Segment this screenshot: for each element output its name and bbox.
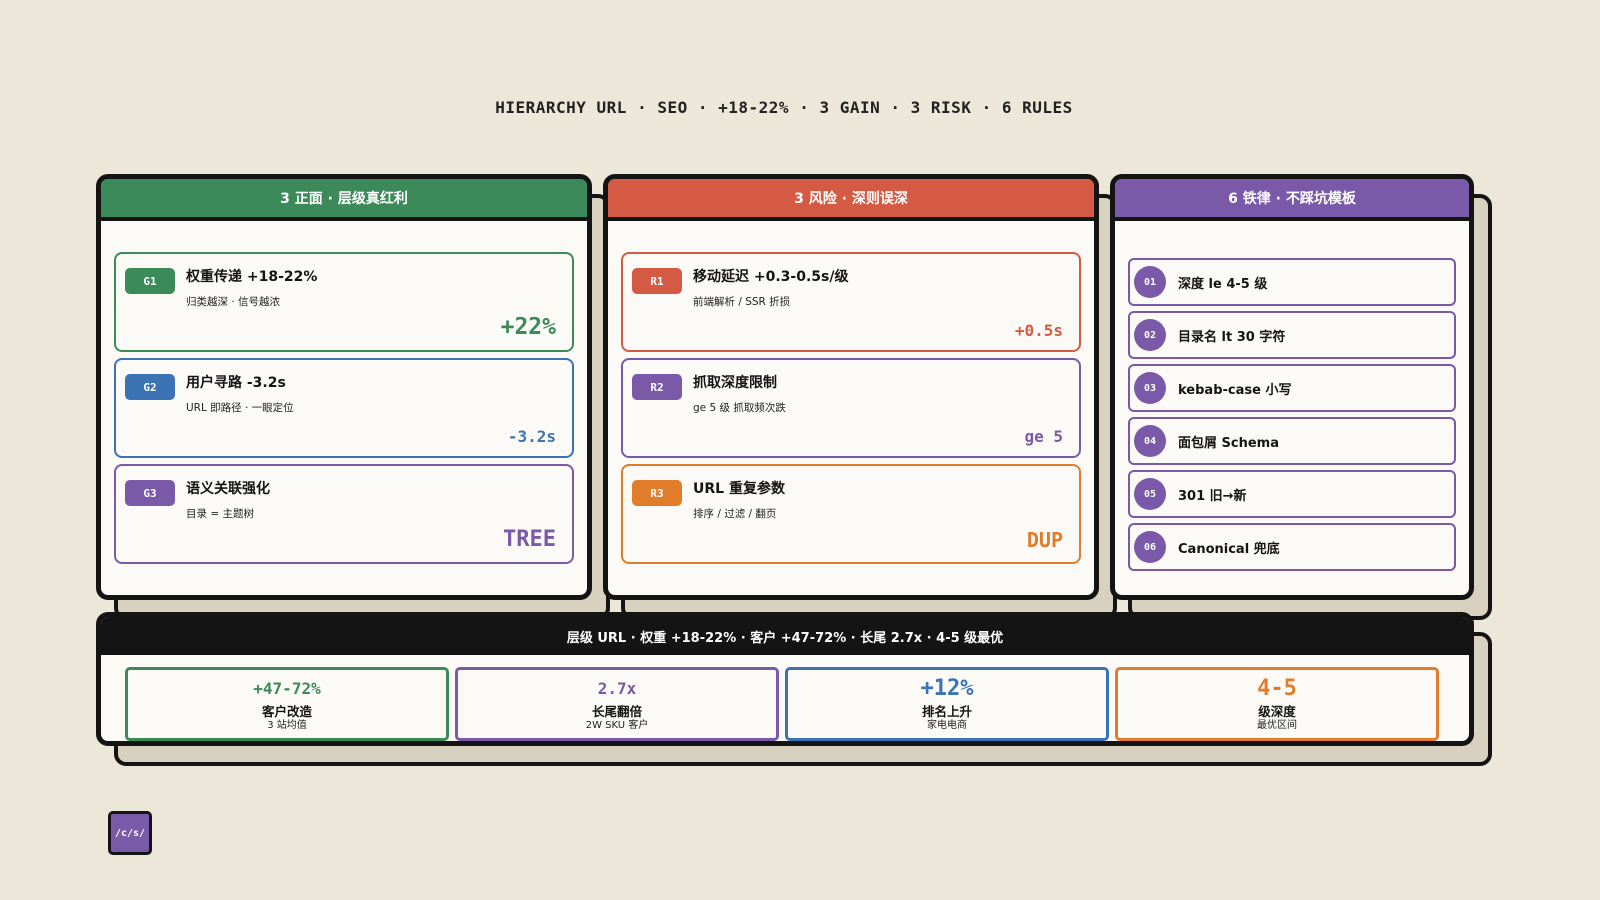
gain-card-g3: G3 语义关联强化 目录 = 主题树 TREE	[114, 464, 574, 564]
stat-longtail: 2.7x 长尾翻倍 2W SKU 客户	[455, 667, 779, 741]
rule-item: 02 目录名 lt 30 字符	[1128, 311, 1456, 359]
risk-badge: R1	[632, 268, 682, 294]
gain-metric: +22%	[500, 314, 556, 340]
stat-sub: 家电电商	[927, 720, 967, 731]
risk-subtitle: ge 5 级 抓取频次跌	[693, 402, 786, 414]
stat-sub: 3 站均值	[267, 720, 307, 731]
stat-value: +12%	[920, 676, 974, 701]
rule-number: 05	[1134, 478, 1166, 510]
gain-title: 用户寻路 -3.2s	[186, 375, 286, 391]
rule-text: 深度 le 4-5 级	[1178, 276, 1268, 292]
stat-label: 排名上升	[921, 704, 972, 719]
stat-sub: 最优区间	[1257, 720, 1297, 731]
summary-header: 层级 URL · 权重 +18-22% · 客户 +47-72% · 长尾 2.…	[101, 617, 1469, 655]
gain-metric: TREE	[503, 527, 556, 552]
gain-title: 权重传递 +18-22%	[186, 269, 318, 285]
rule-item: 06 Canonical 兜底	[1128, 523, 1456, 571]
summary-panel: 层级 URL · 权重 +18-22% · 客户 +47-72% · 长尾 2.…	[96, 612, 1492, 766]
rule-text: Canonical 兜底	[1178, 541, 1280, 557]
stat-label: 级深度	[1258, 704, 1296, 719]
logo-badge: /c/s/	[108, 811, 152, 855]
gain-subtitle: URL 即路径 · 一眼定位	[186, 402, 294, 414]
stat-ranking: +12% 排名上升 家电电商	[785, 667, 1109, 741]
rule-number: 03	[1134, 372, 1166, 404]
headline: HIERARCHY URL · SEO · +18-22% · 3 GAIN ·…	[495, 98, 1073, 117]
stat-depth: 4-5 级深度 最优区间	[1115, 667, 1439, 741]
risk-metric: +0.5s	[1014, 321, 1063, 340]
gain-card-g2: G2 用户寻路 -3.2s URL 即路径 · 一眼定位 -3.2s	[114, 358, 574, 458]
rule-number: 04	[1134, 425, 1166, 457]
stat-value: +47-72%	[253, 679, 321, 698]
risk-title: 抓取深度限制	[693, 375, 777, 391]
rule-text: 目录名 lt 30 字符	[1178, 329, 1286, 345]
rule-text: 面包屑 Schema	[1178, 435, 1279, 451]
gain-subtitle: 归类越深 · 信号越浓	[186, 296, 281, 308]
rule-text: 301 旧→新	[1178, 488, 1247, 504]
rule-number: 01	[1134, 266, 1166, 298]
risks-panel: 3 风险 · 深则误深 R1 移动延迟 +0.3-0.5s/级 前端解析 / S…	[603, 174, 1117, 620]
rule-text: kebab-case 小写	[1178, 382, 1292, 398]
gains-panel: 3 正面 · 层级真红利 G1 权重传递 +18-22% 归类越深 · 信号越浓…	[96, 174, 610, 620]
rule-number: 06	[1134, 531, 1166, 563]
gains-header: 3 正面 · 层级真红利	[101, 179, 587, 221]
stat-value: 2.7x	[597, 679, 637, 698]
stat-sub: 2W SKU 客户	[585, 720, 649, 731]
risks-header: 3 风险 · 深则误深	[608, 179, 1094, 221]
rules-panel: 6 铁律 · 不踩坑模板 01 深度 le 4-5 级 02 目录名 lt 30…	[1110, 174, 1492, 620]
gain-badge: G3	[125, 480, 175, 506]
gain-subtitle: 目录 = 主题树	[186, 508, 254, 520]
risk-subtitle: 排序 / 过滤 / 翻页	[693, 508, 777, 520]
risk-title: 移动延迟 +0.3-0.5s/级	[693, 269, 849, 285]
gain-card-g1: G1 权重传递 +18-22% 归类越深 · 信号越浓 +22%	[114, 252, 574, 352]
risk-card-r3: R3 URL 重复参数 排序 / 过滤 / 翻页 DUP	[621, 464, 1081, 564]
rule-item: 04 面包屑 Schema	[1128, 417, 1456, 465]
rule-item: 05 301 旧→新	[1128, 470, 1456, 518]
rules-header: 6 铁律 · 不踩坑模板	[1115, 179, 1469, 221]
risk-badge: R3	[632, 480, 682, 506]
risk-card-r1: R1 移动延迟 +0.3-0.5s/级 前端解析 / SSR 折损 +0.5s	[621, 252, 1081, 352]
gain-badge: G2	[125, 374, 175, 400]
stat-customer: +47-72% 客户改造 3 站均值	[125, 667, 449, 741]
rule-item: 03 kebab-case 小写	[1128, 364, 1456, 412]
stat-label: 长尾翻倍	[591, 704, 642, 719]
gain-metric: -3.2s	[507, 427, 556, 446]
risk-subtitle: 前端解析 / SSR 折损	[693, 296, 791, 308]
risk-metric: DUP	[1026, 528, 1063, 552]
rule-item: 01 深度 le 4-5 级	[1128, 258, 1456, 306]
gain-title: 语义关联强化	[186, 481, 270, 497]
risk-badge: R2	[632, 374, 682, 400]
stat-value: 4-5	[1257, 676, 1297, 701]
gain-badge: G1	[125, 268, 175, 294]
risk-card-r2: R2 抓取深度限制 ge 5 级 抓取频次跌 ge 5	[621, 358, 1081, 458]
rule-number: 02	[1134, 319, 1166, 351]
risk-metric: ge 5	[1024, 427, 1063, 446]
stat-label: 客户改造	[261, 704, 312, 719]
risk-title: URL 重复参数	[693, 481, 785, 497]
